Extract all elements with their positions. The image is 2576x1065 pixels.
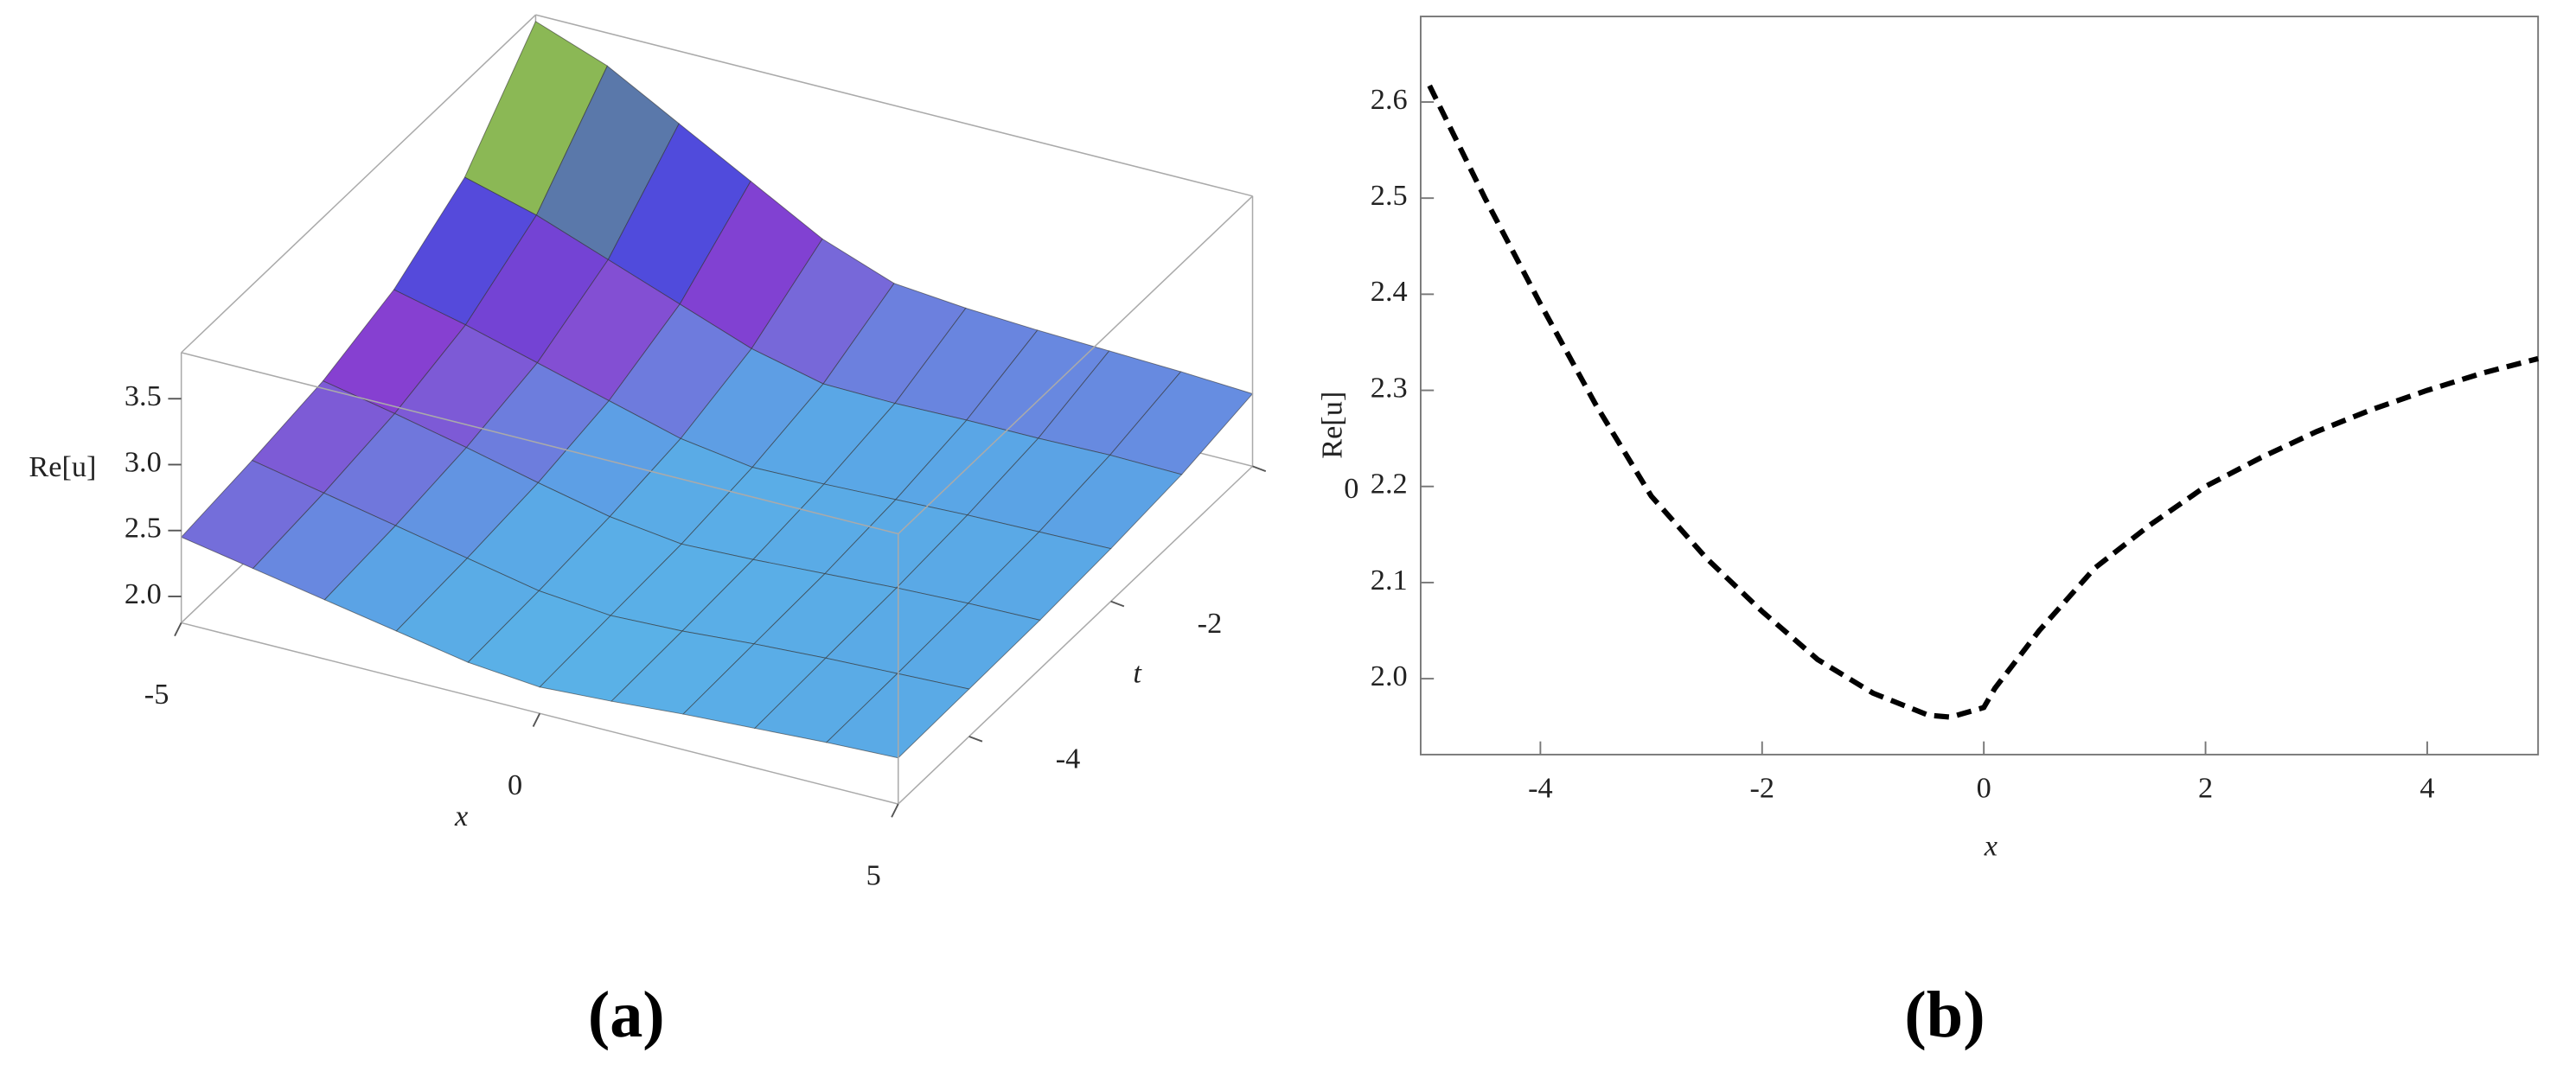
caption: (a) (588, 979, 665, 1051)
z-tick-label: 2.5 (125, 512, 162, 545)
y-tick-label: 2.2 (1371, 468, 1408, 501)
box-edge (898, 465, 1254, 805)
x-axis-label: x (454, 800, 468, 832)
y-tick-label: 2.6 (1371, 83, 1408, 116)
t-tick (968, 736, 983, 743)
z-axis-label: Re[u] (29, 450, 96, 483)
box-edge (535, 14, 1253, 197)
y-tick-label: 2.4 (1371, 275, 1408, 308)
y-tick-label: 2.0 (1371, 660, 1408, 692)
t-tick-label: 0 (1344, 472, 1358, 505)
y-tick-label: 2.5 (1371, 179, 1408, 212)
t-tick (1110, 600, 1125, 608)
x-tick-label: -2 (1749, 772, 1774, 805)
x-axis-label: x (1984, 829, 1998, 862)
t-tick-label: -4 (1056, 742, 1081, 775)
x-tick (891, 803, 899, 818)
x-tick-label: 5 (866, 859, 881, 892)
y-tick-label: 2.1 (1371, 564, 1408, 596)
data-line (1427, 84, 2539, 720)
x-tick-label: 0 (1977, 772, 1991, 805)
z-tick-label: 2.0 (125, 577, 162, 610)
x-tick-label: 0 (508, 768, 522, 801)
t-tick-label: -2 (1198, 607, 1223, 640)
x-tick-label: -4 (1528, 772, 1553, 805)
x-tick-label: -5 (144, 678, 169, 711)
box-edge (181, 352, 898, 535)
box-edge (898, 195, 1254, 535)
t-axis-label: t (1133, 656, 1142, 689)
x-tick-label: 2 (2198, 772, 2213, 805)
t-tick (1252, 465, 1267, 472)
z-tick-label: 3.5 (125, 379, 162, 412)
plot-frame (1419, 16, 2540, 756)
y-tick-label: 2.3 (1371, 371, 1408, 404)
x-tick-label: 4 (2419, 772, 2434, 805)
z-tick-label: 3.0 (125, 445, 162, 478)
y-axis-label: Re[u] (1316, 392, 1349, 459)
caption: (b) (1904, 979, 1985, 1051)
x-tick (174, 622, 182, 637)
box-edge (181, 14, 536, 354)
x-tick (532, 712, 541, 727)
box-edge (181, 622, 898, 805)
